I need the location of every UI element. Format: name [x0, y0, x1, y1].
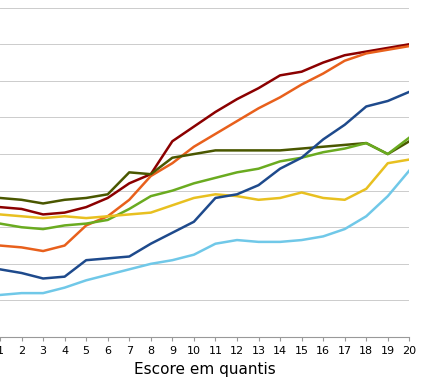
X-axis label: Escore em quantis: Escore em quantis — [134, 362, 276, 376]
